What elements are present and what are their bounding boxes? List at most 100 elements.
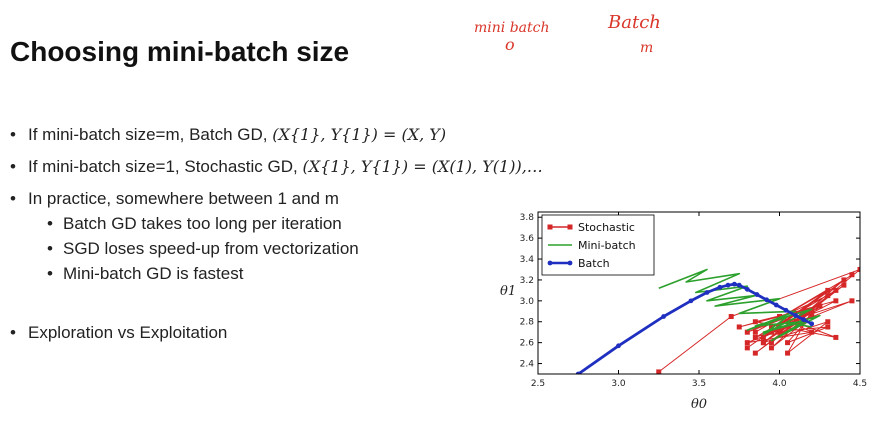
data-point-stochastic [833,287,839,293]
x-axis-label: θ0 [691,397,707,412]
data-point-batch [717,284,723,290]
data-point-stochastic [833,298,839,304]
legend-marker-stochastic [567,224,573,230]
bullet-text: Batch GD takes too long per iteration [63,214,342,233]
data-point-stochastic [752,334,758,340]
data-point-batch [616,343,621,349]
series-line-mini-batch [658,268,821,342]
data-point-stochastic [752,350,758,356]
x-tick-label: 3.0 [611,379,626,389]
plot-area [575,266,860,374]
handwritten-annotation-batch: Batch [608,12,661,33]
data-point-stochastic [809,308,815,314]
bullet-text: If mini-batch size=m, Batch GD, [28,125,268,144]
data-point-stochastic [768,324,774,330]
legend-label-mini-batch: Mini-batch [578,239,636,252]
y-tick-label: 3.0 [520,297,535,307]
legend-marker-batch [567,260,573,266]
data-point-stochastic [777,329,782,335]
data-point-batch [704,290,710,295]
data-point-batch [793,313,798,318]
data-point-stochastic [849,298,855,304]
bullet-item-exploration: • Exploration vs Exploitation [10,323,228,342]
data-point-stochastic [857,266,860,272]
data-point-stochastic [809,329,815,335]
data-point-batch [783,307,789,313]
data-point-stochastic [768,329,774,335]
x-tick-label: 4.5 [853,379,867,389]
data-point-batch [801,317,807,323]
x-tick-label: 2.5 [531,379,545,389]
sub-bullet-batch-gd: • Batch GD takes too long per iteration [47,214,342,233]
x-tick-label: 4.0 [772,379,787,389]
data-point-stochastic [849,272,855,278]
data-point-stochastic [825,293,831,299]
data-point-stochastic [825,287,831,293]
data-point-stochastic [768,345,774,351]
data-point-batch [688,298,694,304]
bullet-math: (X{1}, Y{1}) = (X(1), Y(1)),… [302,157,543,176]
legend-marker-stochastic [547,224,553,230]
data-point-stochastic [744,340,750,346]
data-point-stochastic [777,314,782,320]
data-point-batch [732,281,737,287]
data-point-stochastic [768,340,774,346]
bullet-text: In practice, somewhere between 1 and m [28,189,339,208]
data-point-batch [754,292,760,297]
data-point-batch [661,314,666,319]
data-point-stochastic [785,340,791,346]
handwritten-annotation-m: m [640,40,654,56]
bullet-text: Mini-batch GD is fastest [63,264,244,283]
y-tick-label: 3.4 [520,255,535,265]
data-point-stochastic [833,334,839,340]
sub-bullet-sgd: • SGD loses speed-up from vectorization [47,239,359,258]
legend-label-stochastic: Stochastic [578,221,635,234]
data-point-stochastic [809,314,815,320]
data-point-batch [744,286,750,292]
legend-marker-batch [547,260,553,266]
data-point-stochastic [728,314,734,320]
bullet-item-batch-gd: • If mini-batch size=m, Batch GD, (X{1},… [10,125,447,144]
convergence-chart-svg: 2.5 3.0 3.5 4.0 4.5 2.4 2.6 2.8 3.0 3.2 3.4 3.6 3.8 θ… [500,211,867,412]
data-point-batch [575,371,581,374]
data-point-stochastic [656,369,662,374]
slide-title: Choosing mini-batch size [10,36,350,67]
data-point-batch [809,321,815,327]
data-point-stochastic [760,340,766,346]
y-tick-label: 3.6 [520,234,535,244]
bullet-text: Exploration vs Exploitation [28,323,228,342]
legend-label-batch: Batch [578,257,610,270]
bullet-item-in-practice: • In practice, somewhere between 1 and m [10,189,339,208]
bullet-math: (X{1}, Y{1}) = (X, Y) [272,125,447,144]
bullet-text: SGD loses speed-up from vectorization [63,239,359,258]
data-point-stochastic [744,345,750,351]
handwritten-annotation-zero: o [505,35,515,54]
data-point-stochastic [841,282,847,288]
data-point-stochastic [785,350,791,356]
x-tick-label: 3.5 [692,379,706,389]
data-point-stochastic [760,334,766,340]
data-point-stochastic [736,324,742,330]
data-point-batch [736,282,742,288]
data-point-batch [725,282,731,288]
y-axis-label: θ1 [500,284,516,299]
bullet-item-stochastic-gd: • If mini-batch size=1, Stochastic GD, (… [10,157,543,176]
data-point-stochastic [752,319,758,325]
data-point-batch [773,302,779,308]
bullet-text: If mini-batch size=1, Stochastic GD, [28,157,298,176]
data-point-stochastic [752,329,758,335]
y-tick-label: 2.6 [520,339,535,349]
data-point-batch [764,297,770,303]
data-point-stochastic [841,277,847,283]
y-tick-label: 2.8 [520,318,535,328]
y-tick-label: 3.2 [520,276,534,286]
data-point-stochastic [817,303,823,309]
sub-bullet-mini-batch: • Mini-batch GD is fastest [47,264,244,283]
data-point-stochastic [744,329,750,335]
data-point-stochastic [825,319,831,325]
y-tick-label: 3.8 [520,213,535,223]
handwritten-annotation-mini-batch: mini batch [474,20,550,36]
y-tick-label: 2.4 [520,360,535,370]
data-point-stochastic [825,324,831,330]
